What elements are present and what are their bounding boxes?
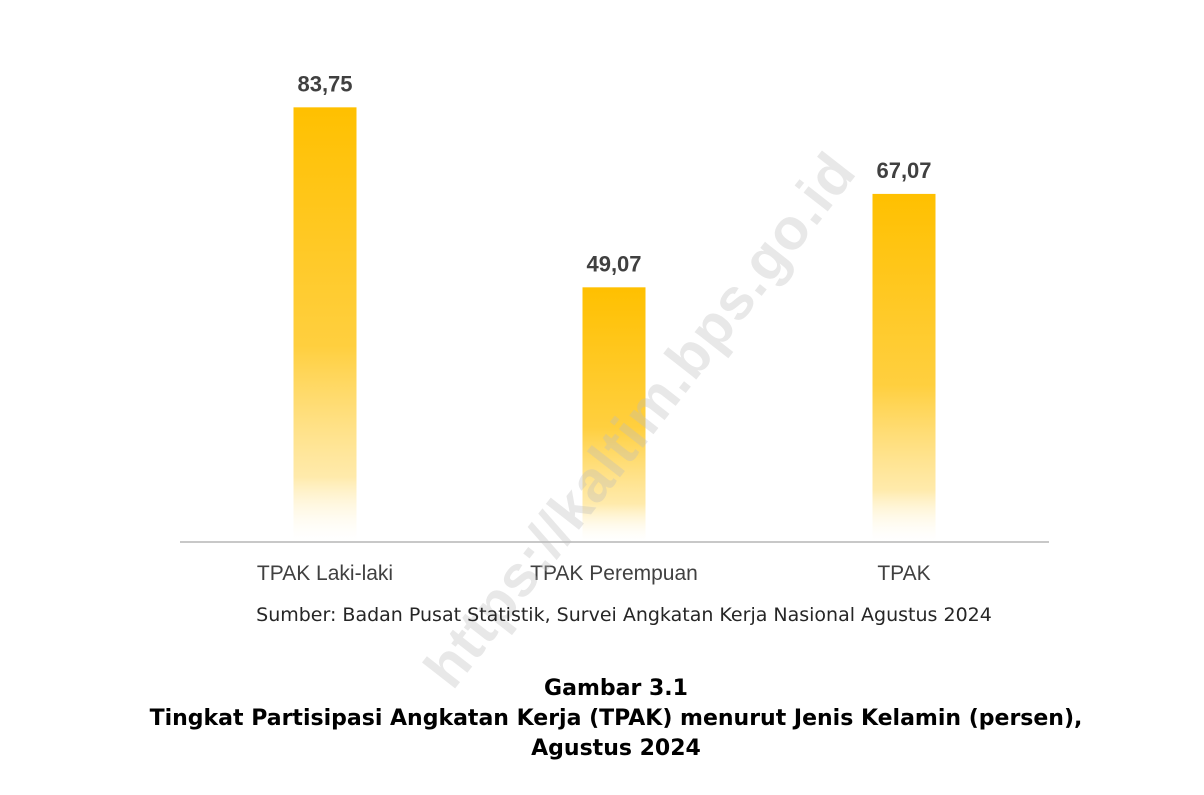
category-label-3: TPAK bbox=[877, 562, 930, 585]
caption-date: Agustus 2024 bbox=[531, 736, 701, 761]
source-note: Sumber: Badan Pusat Statistik, Survei An… bbox=[256, 604, 992, 626]
bar-1 bbox=[293, 107, 357, 543]
figure-caption: Gambar 3.1 Tingkat Partisipasi Angkatan … bbox=[0, 674, 1204, 764]
category-label-2: TPAK Perempuan bbox=[530, 562, 698, 585]
bar-value-label-3: 67,07 bbox=[876, 158, 931, 183]
bar-value-label-2: 49,07 bbox=[586, 251, 641, 276]
bar-2 bbox=[582, 287, 646, 542]
bar-chart: 83,75 TPAK Laki-laki 49,07 TPAK Perempuan 67… bbox=[180, 71, 1049, 585]
bar-3 bbox=[872, 193, 936, 543]
bar-value-label-1: 83,75 bbox=[297, 71, 352, 96]
bars-group bbox=[293, 107, 936, 543]
caption-title: Tingkat Partisipasi Angkatan Kerja (TPAK… bbox=[149, 706, 1083, 731]
labels-group: 83,75 TPAK Laki-laki 49,07 TPAK Perempuan 67… bbox=[257, 71, 932, 585]
category-label-1: TPAK Laki-laki bbox=[257, 562, 393, 585]
caption-figure-number: Gambar 3.1 bbox=[544, 676, 688, 701]
